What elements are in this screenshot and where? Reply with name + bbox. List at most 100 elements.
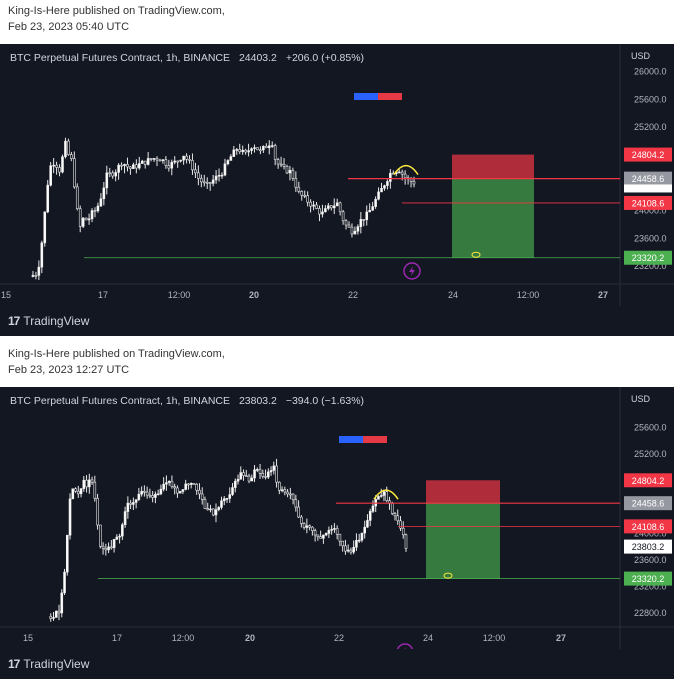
currency-label[interactable]: USD [630, 51, 650, 61]
candle-body [383, 185, 386, 189]
candle-body [399, 520, 402, 529]
stop-loss-zone [452, 154, 534, 179]
candle-body [316, 534, 320, 537]
marker-red [363, 436, 387, 443]
candle-body [386, 181, 389, 186]
mid-price-label: 24108.6 [632, 522, 665, 532]
candle-body [261, 473, 265, 477]
candle-body [393, 513, 397, 517]
candle-body [87, 218, 91, 221]
candle-body [379, 495, 383, 497]
candle-body [341, 211, 345, 222]
candle-body [194, 169, 197, 174]
candle-body [220, 500, 223, 508]
candle-body [137, 163, 141, 169]
candle-body [88, 479, 91, 488]
candle-body [156, 493, 160, 496]
candle-body [332, 205, 336, 209]
brand-name: TradingView [23, 314, 90, 328]
candle-body [322, 534, 325, 539]
candle-body [350, 226, 354, 235]
candle-body [211, 179, 215, 184]
candle-body [60, 592, 64, 614]
candle-body [200, 493, 204, 500]
candle-body [108, 172, 112, 175]
candle-body [315, 204, 318, 209]
candle-body [93, 481, 97, 499]
stop-price-label-bg [624, 147, 672, 162]
candle-body [78, 208, 82, 227]
price-change: +206.0 (+0.85%) [285, 52, 365, 64]
candlestick-chart[interactable]: 26000.025600.025200.024800.024400.024000… [0, 44, 674, 306]
candle-body [198, 489, 201, 495]
x-tick-label: 17 [98, 290, 108, 300]
entry-price-label-bg [624, 496, 672, 511]
candle-body [229, 156, 233, 161]
chart-canvas[interactable]: 26000.025600.025200.024800.024400.024000… [0, 44, 674, 306]
candle-body [250, 477, 254, 482]
candle-body [349, 549, 353, 553]
y-tick-label: 22800.0 [634, 608, 667, 618]
candle-body [412, 181, 416, 185]
candle-body [327, 205, 330, 209]
candle-body [170, 480, 174, 487]
candle-body [235, 149, 239, 151]
tradingview-logo[interactable]: 17 TradingView [8, 314, 89, 328]
candle-body [222, 498, 226, 502]
candle-body [101, 545, 105, 549]
candle-body [404, 534, 408, 549]
candle-body [377, 191, 380, 200]
candle-body [272, 465, 276, 471]
candle-body [49, 165, 52, 186]
candle-body [297, 506, 300, 518]
candle-body [111, 172, 115, 177]
candle-body [170, 161, 174, 169]
symbol-name: BTC Perpetual Futures Contract, 1h, BINA… [10, 52, 231, 64]
lightning-icon [403, 262, 421, 280]
chart-canvas[interactable]: 25600.025200.024800.024400.024000.023600… [0, 387, 674, 649]
candle-body [129, 166, 132, 170]
candle-body [363, 526, 366, 534]
candle-body [84, 217, 88, 221]
candle-body [73, 158, 76, 188]
candle-body [280, 489, 284, 492]
candle-body [267, 145, 271, 149]
candle-body [401, 527, 405, 536]
y-tick-label: 23600.0 [634, 555, 667, 565]
candle-body [117, 164, 120, 173]
candle-body [225, 498, 229, 500]
candle-body [365, 211, 369, 221]
current-price-label-bg [624, 184, 672, 193]
candle-body [262, 145, 265, 151]
candle-body [132, 502, 135, 505]
candle-body [192, 483, 196, 485]
symbol-name: BTC Perpetual Futures Contract, 1h, BINA… [10, 395, 231, 407]
candle-body [321, 211, 324, 215]
marker-blue [339, 436, 363, 443]
candle-body [76, 490, 80, 495]
candle-body [359, 219, 363, 228]
candle-body [200, 178, 203, 183]
candle-body [179, 159, 182, 162]
last-price: 23803.2 [238, 395, 277, 407]
price-change: −394.0 (−1.63%) [285, 395, 365, 407]
candle-body [385, 491, 389, 501]
publish-date: Feb 23, 2023 05:40 UTC [8, 21, 130, 33]
candle-body [161, 159, 165, 162]
candle-body [158, 159, 162, 162]
marker-red [378, 93, 402, 100]
candlestick-chart[interactable]: 25600.025200.024800.024400.024000.023600… [0, 387, 674, 649]
candle-body [152, 158, 156, 160]
y-tick-label: 23600.0 [634, 233, 667, 243]
candle-body [146, 158, 150, 165]
x-tick-label: 20 [245, 633, 255, 643]
candle-body [79, 488, 83, 495]
candle-body [267, 471, 270, 478]
x-tick-label: 27 [556, 633, 566, 643]
tradingview-logo[interactable]: 17 TradingView [8, 657, 89, 671]
candle-body [231, 487, 234, 495]
currency-label[interactable]: USD [630, 394, 650, 404]
candle-body [253, 147, 256, 149]
candle-body [181, 489, 185, 492]
x-tick-label: 12:00 [483, 633, 506, 643]
